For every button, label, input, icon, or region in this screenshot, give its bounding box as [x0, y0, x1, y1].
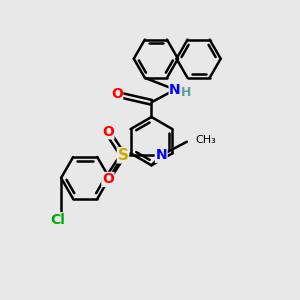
Text: Cl: Cl: [51, 213, 66, 227]
Text: O: O: [111, 87, 123, 101]
Text: O: O: [102, 172, 114, 186]
Text: N: N: [169, 82, 181, 97]
Text: S: S: [117, 148, 128, 163]
Text: CH₃: CH₃: [196, 135, 216, 145]
Text: N: N: [155, 148, 167, 162]
Text: H: H: [181, 86, 191, 99]
Text: O: O: [102, 125, 114, 139]
